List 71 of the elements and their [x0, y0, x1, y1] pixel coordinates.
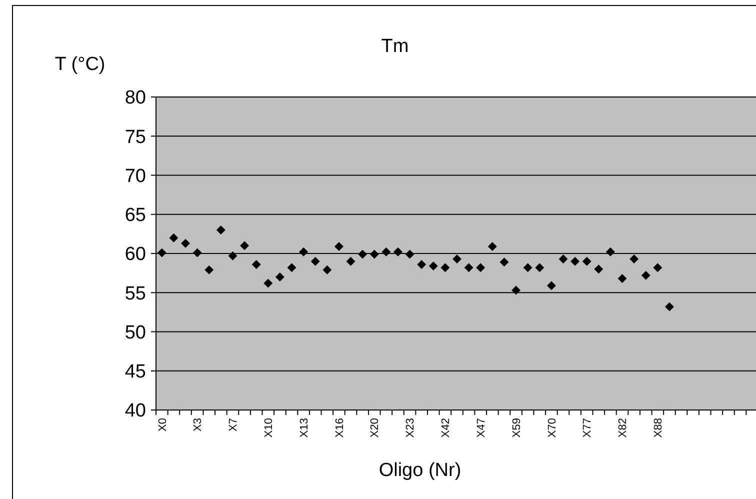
- y-tick-label: 40: [124, 400, 146, 422]
- x-tick-label: X13: [298, 418, 310, 438]
- point: [653, 263, 662, 272]
- y-tick-label: 65: [124, 205, 146, 226]
- point: [464, 263, 474, 272]
- point: [358, 250, 368, 259]
- point: [405, 250, 414, 259]
- point: [346, 256, 356, 266]
- point: [157, 248, 166, 258]
- point: [452, 254, 462, 264]
- point: [216, 226, 226, 235]
- point: [428, 262, 438, 271]
- x-axis-title: Oligo (Nr): [378, 460, 462, 481]
- point: [393, 247, 402, 256]
- point: [287, 263, 296, 272]
- point: [370, 250, 379, 259]
- y-tick-label: 60: [124, 244, 146, 266]
- point: [641, 270, 650, 280]
- x-tick-label: X7: [228, 418, 240, 432]
- point: [310, 256, 320, 266]
- x-tick-label: X16: [334, 418, 346, 438]
- x-tick-label: X47: [475, 418, 488, 438]
- x-tick-label: X10: [262, 418, 275, 438]
- point: [322, 265, 332, 274]
- y-tick-label: 45: [124, 362, 146, 383]
- point: [546, 281, 556, 290]
- point: [512, 286, 521, 295]
- y-tick-label: 75: [124, 126, 146, 148]
- point: [500, 258, 509, 267]
- y-tick-label: 50: [124, 322, 146, 344]
- point: [228, 251, 238, 260]
- chart-title: Tm: [381, 36, 409, 57]
- point: [440, 263, 450, 272]
- x-tick-label: X42: [440, 418, 452, 438]
- point: [169, 233, 178, 242]
- x-tick-label: X59: [510, 418, 523, 438]
- point: [299, 247, 308, 256]
- point: [630, 254, 639, 264]
- x-tick-label: X77: [582, 418, 594, 438]
- y-tick-label: 80: [124, 88, 146, 109]
- point: [417, 260, 426, 269]
- point: [275, 272, 284, 282]
- point: [558, 254, 568, 264]
- x-tick-label: X3: [192, 418, 204, 432]
- y-tick-label: 70: [124, 166, 146, 187]
- point: [664, 302, 674, 312]
- y-axis-title: T (°C): [54, 54, 106, 75]
- point: [382, 247, 391, 256]
- point: [488, 242, 497, 251]
- point: [570, 256, 580, 266]
- x-tick-label: X82: [617, 418, 630, 438]
- point: [240, 241, 250, 250]
- point: [523, 263, 532, 272]
- point: [618, 274, 627, 284]
- point: [252, 260, 261, 269]
- point: [476, 263, 486, 272]
- x-tick-label: X0: [156, 418, 169, 432]
- point: [204, 265, 214, 274]
- x-tick-label: X88: [652, 418, 665, 438]
- point: [334, 242, 344, 251]
- x-tick-label: X70: [546, 418, 558, 438]
- point: [181, 238, 190, 248]
- point: [582, 256, 592, 266]
- x-tick-label: X20: [369, 418, 382, 438]
- point: [264, 278, 273, 288]
- y-tick-label: 55: [124, 283, 146, 304]
- x-tick-label: X23: [404, 418, 417, 438]
- point: [192, 248, 202, 258]
- point: [535, 263, 544, 272]
- point: [606, 247, 615, 256]
- point: [594, 264, 604, 274]
